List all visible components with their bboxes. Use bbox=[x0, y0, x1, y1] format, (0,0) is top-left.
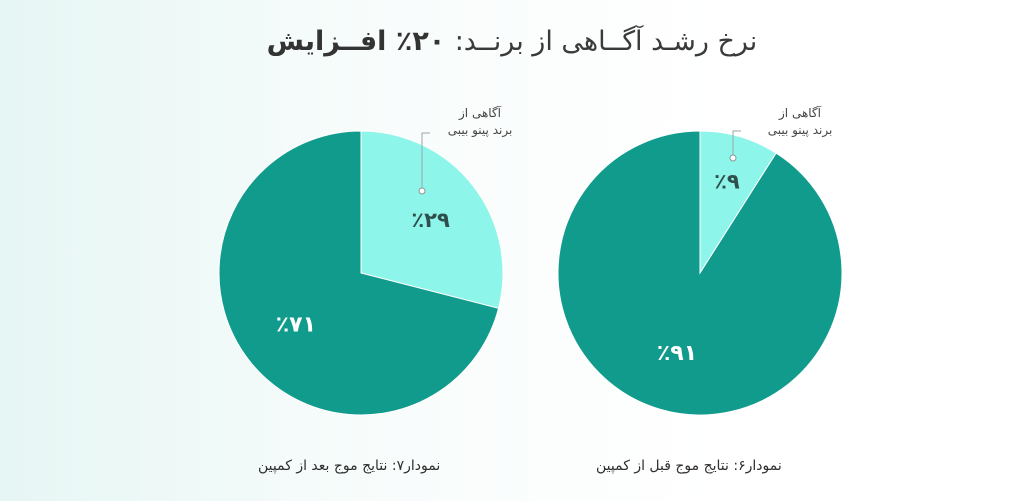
pie-before-label-awareness: ٪۹ bbox=[714, 169, 740, 193]
chart-title: نرخ رشـد آگــاهی از برنــد: ۲۰٪ افــزایش bbox=[0, 26, 1024, 57]
pie-before-annotation-line: برند پینو بیبی bbox=[768, 123, 833, 138]
pie-after-slice-awareness bbox=[360, 130, 504, 309]
pie-before-label-rest: ٪۹۱ bbox=[657, 341, 697, 366]
pie-after-callout-dot bbox=[418, 187, 426, 195]
pie-after-annotation-line: برند پینو بیبی bbox=[448, 123, 513, 138]
pie-before-slice-awareness bbox=[699, 130, 777, 275]
pie-after-callout-line bbox=[421, 132, 430, 191]
pie-before-callout-line bbox=[732, 130, 741, 158]
pie-caption-before: نمودار۶: نتایج موج قبل از کمپین bbox=[596, 458, 782, 474]
title-main: نرخ رشـد آگــاهی از برنــد: bbox=[454, 26, 758, 57]
pie-before-slice-rest bbox=[557, 130, 843, 416]
title-highlight: ۲۰٪ افــزایش bbox=[266, 26, 446, 57]
pie-caption-after: نمودار۷: نتایج موج بعد از کمپین bbox=[258, 458, 441, 474]
pie-after-label-rest: ٪۷۱ bbox=[276, 313, 316, 338]
pie-after-slice-rest bbox=[218, 130, 500, 416]
pie-before-annotation-line: آگاهی از bbox=[778, 105, 822, 121]
pie-before-callout-dot bbox=[729, 154, 737, 162]
pie-after-annotation-line: آگاهی از bbox=[458, 105, 502, 121]
pie-after-label-awareness: ٪۲۹ bbox=[411, 208, 450, 232]
